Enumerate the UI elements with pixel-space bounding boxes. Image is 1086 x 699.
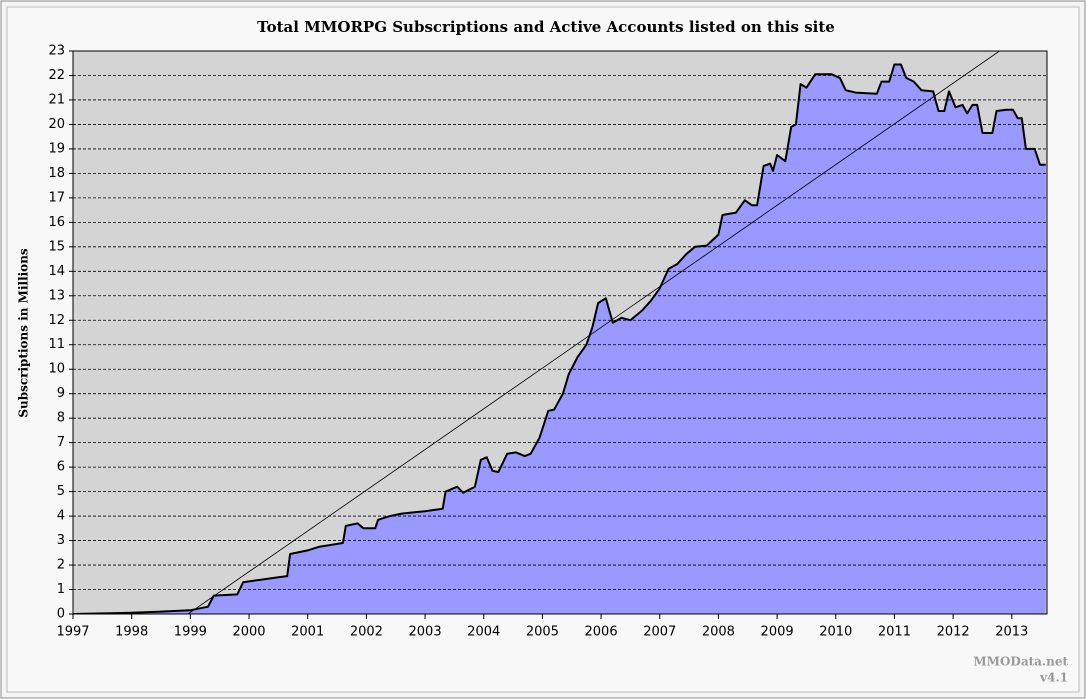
x-tick-label: 1997 bbox=[56, 625, 89, 640]
x-tick-label: 2006 bbox=[585, 625, 618, 640]
x-tick-label: 2005 bbox=[526, 625, 559, 640]
trend-line bbox=[187, 51, 1000, 614]
y-tick-label: 4 bbox=[57, 509, 65, 524]
x-tick-label: 2011 bbox=[878, 625, 911, 640]
y-tick-label: 17 bbox=[48, 190, 65, 205]
y-tick-label: 22 bbox=[48, 68, 65, 83]
x-tick-label: 2000 bbox=[232, 625, 265, 640]
y-tick-label: 9 bbox=[57, 386, 65, 401]
plot-border bbox=[72, 50, 1048, 615]
y-tick-label: 12 bbox=[48, 313, 65, 328]
x-tick-label: 2001 bbox=[291, 625, 324, 640]
y-tick-label: 18 bbox=[48, 166, 65, 181]
y-tick-label: 19 bbox=[48, 141, 65, 156]
y-tick-label: 6 bbox=[57, 460, 65, 475]
y-tick-label: 10 bbox=[48, 362, 65, 377]
footer-version: v4.1 bbox=[1039, 671, 1068, 685]
y-tick-label: 1 bbox=[57, 582, 65, 597]
footer-site: MMOData.net bbox=[973, 655, 1068, 669]
x-tick-label: 2010 bbox=[819, 625, 852, 640]
y-tick-label: 20 bbox=[48, 117, 65, 132]
area-fill bbox=[73, 64, 1046, 614]
x-tick-label: 2008 bbox=[702, 625, 735, 640]
y-tick-label: 16 bbox=[48, 215, 65, 230]
x-tick-label: 1999 bbox=[174, 625, 207, 640]
y-axis-label: Subscriptions in Millions bbox=[17, 248, 31, 418]
x-tick-label: 2012 bbox=[937, 625, 970, 640]
x-tick-label: 2013 bbox=[995, 625, 1028, 640]
y-tick-label: 14 bbox=[48, 264, 65, 279]
y-tick-label: 3 bbox=[57, 533, 65, 548]
y-tick-label: 21 bbox=[48, 92, 65, 107]
y-tick-label: 8 bbox=[57, 411, 65, 426]
x-tick-label: 1998 bbox=[115, 625, 148, 640]
y-tick-label: 15 bbox=[48, 239, 65, 254]
area-line bbox=[73, 63, 1046, 614]
x-tick-label: 2007 bbox=[643, 625, 676, 640]
x-tick-label: 2002 bbox=[350, 625, 383, 640]
y-tick-label: 5 bbox=[57, 484, 65, 499]
y-tick-label: 13 bbox=[48, 288, 65, 303]
y-tick-label: 23 bbox=[48, 44, 65, 59]
y-tick-label: 2 bbox=[57, 558, 65, 573]
x-tick-label: 2004 bbox=[467, 625, 500, 640]
chart-title: Total MMORPG Subscriptions and Active Ac… bbox=[257, 18, 835, 36]
y-tick-label: 11 bbox=[48, 337, 65, 352]
x-tick-label: 2009 bbox=[761, 625, 794, 640]
x-tick-label: 2003 bbox=[409, 625, 442, 640]
y-tick-label: 0 bbox=[57, 607, 65, 622]
y-tick-label: 7 bbox=[57, 435, 65, 450]
